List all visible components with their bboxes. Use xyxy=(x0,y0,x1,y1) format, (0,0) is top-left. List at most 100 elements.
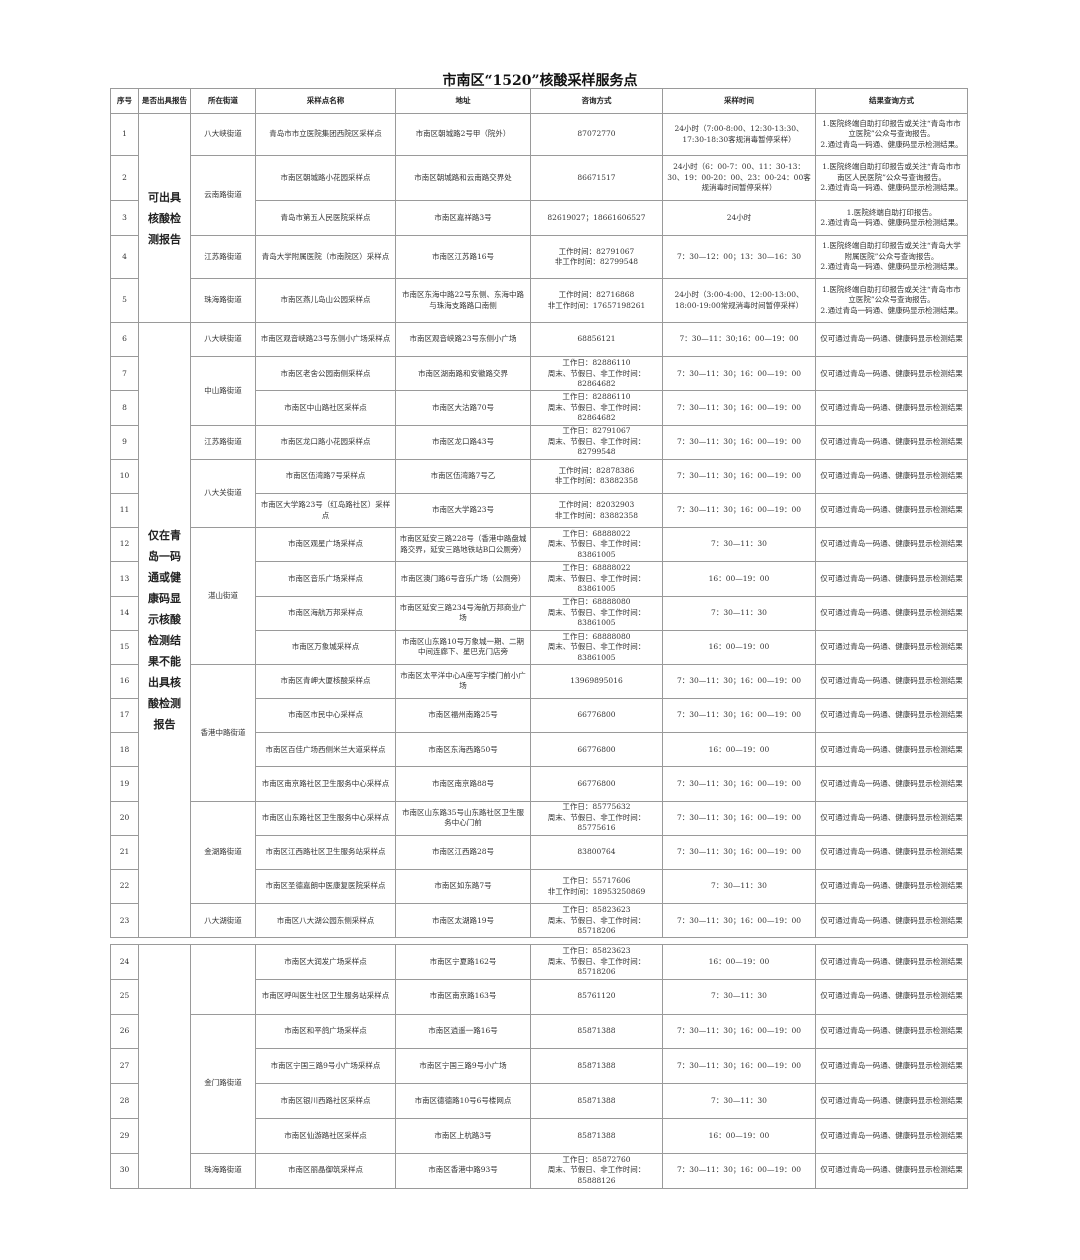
cell-contact: 85871388 xyxy=(530,1083,663,1119)
cell-result: 仅可通过青岛一码通、健康码显示检测结果 xyxy=(815,458,968,494)
table-row: 7 中山路街道 市南区老舍公园南侧采样点 市南区湖南路和安徽路交界 工作日：828861… xyxy=(110,356,968,426)
cell-time: 16：00—19：00 xyxy=(662,1117,816,1154)
table-row: 1 可出具核酸检测报告 八大峡街道 青岛市市立医院集团西院区采样点 市南区朝城路2号甲（… xyxy=(110,113,968,323)
cell-result: 仅可通过青岛一码通、健康码显示检测结果 xyxy=(815,1152,968,1189)
cell-contact: 82619027；18661606527 xyxy=(530,200,663,236)
cell-street: 江苏路街道 xyxy=(190,424,256,460)
cell-time: 7：30—11：30；16：00—19：00 xyxy=(662,492,816,529)
cell-result: 仅可通过青岛一码通、健康码显示检测结果 xyxy=(815,629,968,665)
table-row: 11 市南区大学路23号（红岛路社区）采样点 市南区大学路23号 工作时间：82032… xyxy=(110,492,968,529)
cell-no: 24 xyxy=(110,944,139,980)
table-row: 6 仅在青岛一码通或健康码显示核酸检测结果不能出具核酸检测报告 八大峡街道 市南区观音… xyxy=(110,321,968,939)
cell-contact: 工作日：82886110 周末、节假日、非工作时间：82864682 xyxy=(530,390,663,426)
header-address: 地址 xyxy=(395,88,531,114)
cell-contact: 66776800 xyxy=(530,698,663,734)
table-row: 28 市南区银川西路社区采样点 市南区德德路10号6号楼网点 85871388 7：30… xyxy=(110,1083,968,1119)
cell-time: 16：00—19：00 xyxy=(662,629,816,665)
cell-time: 24小时 xyxy=(662,200,816,236)
cell-site-name: 市南区仙游路社区采样点 xyxy=(255,1117,396,1154)
cell-address: 市南区太平洋中心A座写字楼门前小广场 xyxy=(395,663,531,700)
cell-contact: 工作日：82791067 周末、节假日、非工作时间：82799548 xyxy=(530,424,663,460)
cell-result: 1.医院终端自助打印报告或关注“青岛市市立医院”公众号查询报告。 2.通过青岛一… xyxy=(815,113,968,156)
cell-time: 7：30—11：30 xyxy=(662,978,816,1015)
cell-time: 7：30—12：00；13：30—16：30 xyxy=(662,235,816,279)
table-row: 26 金门路街道 市南区和平鸽广场采样点 市南区逍遥一路16号 85871388 7：30… xyxy=(110,1013,968,1154)
cell-address: 市南区上杭路3号 xyxy=(395,1117,531,1154)
cell-address: 市南区宁国三路9号小广场 xyxy=(395,1048,531,1085)
cell-site-name: 市南区观音峡路23号东侧小广场采样点 xyxy=(255,321,396,358)
table-row: 12 湛山街道 市南区观星广场采样点 市南区延安三路228号（香港中路盘城路交界，延安… xyxy=(110,527,968,665)
cell-time: 7：30—11：30；16：00—19：00 xyxy=(662,424,816,460)
cell-time: 7：30—11：30 xyxy=(662,868,816,905)
cell-contact: 85761120 xyxy=(530,978,663,1015)
cell-contact: 85871388 xyxy=(530,1048,663,1085)
cell-site-name: 市南区万象城采样点 xyxy=(255,629,396,665)
cell-result: 1.医院终端自助打印报告。 2.通过青岛一码通、健康码显示检测结果。 xyxy=(815,200,968,236)
cell-address: 市南区东海中路22号东侧、东海中路与珠海支路路口南侧 xyxy=(395,278,531,323)
cell-address: 市南区观音峡路23号东侧小广场 xyxy=(395,321,531,358)
table-row: 15 市南区万象城采样点 市南区山东路10号万象城一期、二期中间连廊下、星巴克门店旁… xyxy=(110,629,968,665)
table-row: 21 市南区江西路社区卫生服务站采样点 市南区江西路28号 83800764 7：30—… xyxy=(110,834,968,871)
cell-result: 仅可通过青岛一码通、健康码显示检测结果 xyxy=(815,1117,968,1154)
cell-contact: 工作日：85775632 周末、节假日、非工作时间：85775616 xyxy=(530,800,663,836)
cell-no: 22 xyxy=(110,868,139,905)
cell-contact: 工作日：85823623 周末、节假日、非工作时间：85718206 xyxy=(530,903,663,939)
cell-no: 13 xyxy=(110,561,139,597)
cell-report-group: 可出具核酸检测报告 xyxy=(138,113,191,323)
cell-address: 市南区宁夏路162号 xyxy=(395,944,531,980)
cell-contact: 85871388 xyxy=(530,1117,663,1154)
cell-site-name: 青岛市第五人民医院采样点 xyxy=(255,200,396,236)
cell-address: 市南区香港中路93号 xyxy=(395,1152,531,1189)
cell-no: 20 xyxy=(110,800,139,836)
cell-address: 市南区江西路28号 xyxy=(395,834,531,871)
cell-contact: 85871388 xyxy=(530,1013,663,1050)
cell-no: 15 xyxy=(110,629,139,665)
cell-time: 7：30—11：30；16：00—19：00 xyxy=(662,903,816,939)
header-street: 所在街道 xyxy=(190,88,256,114)
cell-result: 仅可通过青岛一码通、健康码显示检测结果 xyxy=(815,663,968,700)
cell-result: 仅可通过青岛一码通、健康码显示检测结果 xyxy=(815,800,968,836)
cell-time: 7：30—11：30;16：00—19：00 xyxy=(662,321,816,358)
document-title: 市南区“1520”核酸采样服务点 xyxy=(442,73,638,89)
cell-time: 16：00—19：00 xyxy=(662,944,816,980)
table-row: 24 市南区大润发广场采样点 市南区宁夏路162号 工作日：85823623 周末、节… xyxy=(110,944,968,1189)
cell-result: 仅可通过青岛一码通、健康码显示检测结果 xyxy=(815,1083,968,1119)
cell-no: 11 xyxy=(110,492,139,529)
table-row: 22 市南区圣德嘉朗中医康复医院采样点 市南区如东路7号 工作日：55717606 非… xyxy=(110,868,968,905)
cell-result: 仅可通过青岛一码通、健康码显示检测结果 xyxy=(815,978,968,1015)
cell-no: 10 xyxy=(110,458,139,494)
cell-site-name: 市南区燕儿岛山公园采样点 xyxy=(255,278,396,323)
cell-contact: 工作时间：82032903 非工作时间：83882358 xyxy=(530,492,663,529)
cell-site-name: 市南区大润发广场采样点 xyxy=(255,944,396,980)
cell-contact: 66776800 xyxy=(530,766,663,802)
cell-address: 市南区南京路88号 xyxy=(395,766,531,802)
cell-street: 八大湖街道 xyxy=(190,903,256,939)
cell-address: 市南区德德路10号6号楼网点 xyxy=(395,1083,531,1119)
table-row: 10 八大关街道 市南区伍湾路7号采样点 市南区伍湾路7号乙 工作时间：82878386… xyxy=(110,458,968,529)
sampling-sites-table-part-2: 24 市南区大润发广场采样点 市南区宁夏路162号 工作日：85823623 周末、节… xyxy=(110,944,968,1189)
cell-site-name: 市南区青岬大厦核酸采样点 xyxy=(255,663,396,700)
cell-address: 市南区江苏路16号 xyxy=(395,235,531,279)
cell-no: 16 xyxy=(110,663,139,700)
cell-street: 八大峡街道 xyxy=(190,113,256,156)
cell-site-name: 市南区音乐广场采样点 xyxy=(255,561,396,597)
cell-site-name: 青岛大学附属医院（市南院区）采样点 xyxy=(255,235,396,279)
cell-no: 25 xyxy=(110,978,139,1015)
cell-no: 3 xyxy=(110,200,139,236)
cell-result: 1.医院终端自助打印报告或关注“青岛大学附属医院”公众号查询报告。 2.通过青岛… xyxy=(815,235,968,279)
cell-time: 7：30—11：30 xyxy=(662,595,816,631)
header-report: 是否出具报告 xyxy=(138,88,191,114)
cell-street: 八大关街道 xyxy=(190,458,256,529)
cell-time: 24小时（7:00-8:00、12:30-13:30、17:30-18:30客规… xyxy=(662,113,816,156)
cell-no: 21 xyxy=(110,834,139,871)
cell-site-name: 市南区百佳广场西侧米兰大道采样点 xyxy=(255,732,396,768)
cell-street: 湛山街道 xyxy=(190,527,256,665)
cell-result: 1.医院终端自助打印报告或关注“青岛市市南区人民医院”公众号查询报告。 2.通过… xyxy=(815,155,968,201)
cell-time: 7：30—11：30 xyxy=(662,527,816,563)
cell-time: 7：30—11：30；16：00—19：00 xyxy=(662,356,816,392)
cell-no: 12 xyxy=(110,527,139,563)
cell-contact: 工作时间：82716868 非工作时间：17657198261 xyxy=(530,278,663,323)
cell-time: 16：00—19：00 xyxy=(662,561,816,597)
cell-site-name: 市南区观星广场采样点 xyxy=(255,527,396,563)
cell-contact: 工作日：85872760 周末、节假日、非工作时间：85888126 xyxy=(530,1152,663,1189)
